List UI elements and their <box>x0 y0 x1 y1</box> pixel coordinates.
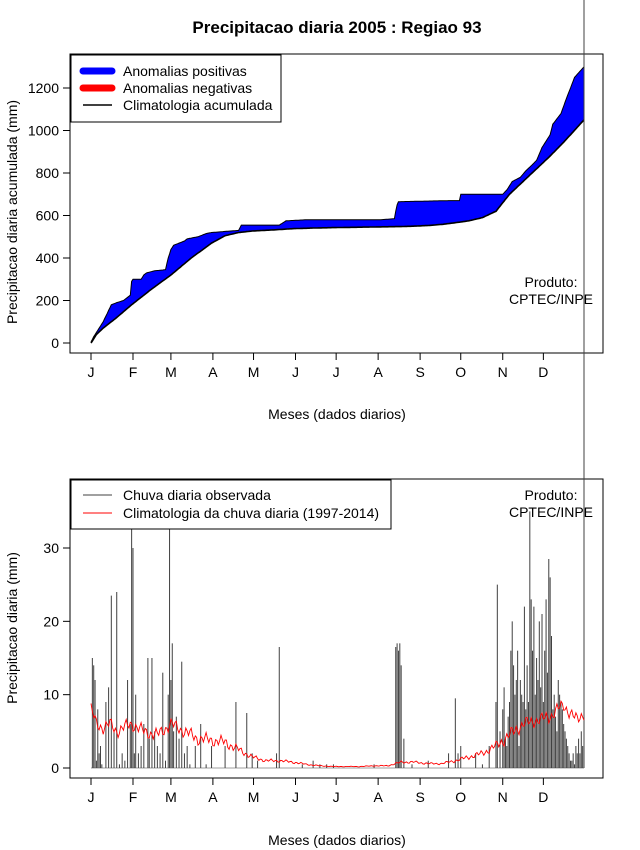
climatology-cumulative-line <box>90 119 585 344</box>
chart-daily: 0 10 20 30 J F M A M J J A S O N D Precipitacao diaria… <box>4 0 604 848</box>
x-tick-label: M <box>248 789 260 805</box>
x-tick-label: A <box>373 364 383 380</box>
y-tick-label: 1200 <box>28 80 59 96</box>
y-tick-label: 20 <box>43 613 59 629</box>
product-source: CPTEC/INPE <box>509 504 593 520</box>
product-source: CPTEC/INPE <box>509 291 593 307</box>
y-tick-label: 30 <box>43 540 59 556</box>
x-tick-label: A <box>373 789 383 805</box>
y-axis: 0 200 400 600 800 1000 1200 <box>28 80 71 351</box>
x-tick-label: A <box>208 789 218 805</box>
y-tick-label: 400 <box>36 250 60 266</box>
y-tick-label: 800 <box>36 165 60 181</box>
x-tick-label: O <box>455 789 466 805</box>
x-tick-label: D <box>538 364 548 380</box>
x-tick-label: F <box>129 789 138 805</box>
x-tick-label: A <box>208 364 218 380</box>
y-tick-label: 0 <box>51 760 59 776</box>
y-tick-label: 200 <box>36 293 60 309</box>
observed-cumulative-line <box>90 66 585 343</box>
x-tick-label: J <box>333 364 340 380</box>
y-axis-label: Precipitacao diaria acumulada (mm) <box>4 100 20 324</box>
product-label: Produto: <box>525 487 578 503</box>
x-tick-label: S <box>415 364 424 380</box>
x-tick-label: J <box>292 364 299 380</box>
y-tick-label: 1000 <box>28 123 59 139</box>
x-axis-label: Meses (dados diarios) <box>268 832 406 848</box>
x-tick-label: O <box>455 364 466 380</box>
x-tick-label: D <box>538 789 548 805</box>
x-tick-label: N <box>498 364 508 380</box>
climatology-daily-line <box>90 700 585 768</box>
y-axis-label: Precipitacao diaria (mm) <box>4 552 20 704</box>
x-tick-label: J <box>292 789 299 805</box>
legend-positive-label: Anomalias positivas <box>123 63 247 79</box>
y-tick-label: 10 <box>43 687 59 703</box>
product-label: Produto: <box>525 274 578 290</box>
x-tick-label: F <box>129 364 138 380</box>
legend: Chuva diaria observada Climatologia da c… <box>70 479 392 530</box>
legend-clim-label: Climatologia acumulada <box>123 97 273 113</box>
positive-anomaly-area <box>91 66 584 344</box>
legend: Anomalias positivas Anomalias negativas … <box>70 54 282 123</box>
x-tick-label: N <box>498 789 508 805</box>
y-axis: 0 10 20 30 <box>43 540 71 776</box>
x-tick-label: M <box>165 789 177 805</box>
x-tick-label: J <box>333 789 340 805</box>
legend-box <box>70 479 392 530</box>
legend-negative-label: Anomalias negativas <box>123 80 252 96</box>
y-tick-label: 600 <box>36 208 60 224</box>
x-tick-label: J <box>88 364 95 380</box>
y-tick-label: 0 <box>51 335 59 351</box>
x-tick-label: S <box>415 789 424 805</box>
series-area <box>90 66 585 344</box>
figure-title: Precipitacao diaria 2005 : Regiao 93 <box>192 18 481 37</box>
chart-accumulated: 0 200 400 600 800 1000 1200 J F M A M J J A S O N D Preci… <box>4 53 604 422</box>
x-axis-label: Meses (dados diarios) <box>268 406 406 422</box>
legend-observed-label: Chuva diaria observada <box>123 487 271 503</box>
legend-clim-label: Climatologia da chuva diaria (1997-2014) <box>123 505 379 521</box>
x-tick-label: M <box>165 364 177 380</box>
x-tick-label: M <box>248 364 260 380</box>
x-tick-label: J <box>88 789 95 805</box>
